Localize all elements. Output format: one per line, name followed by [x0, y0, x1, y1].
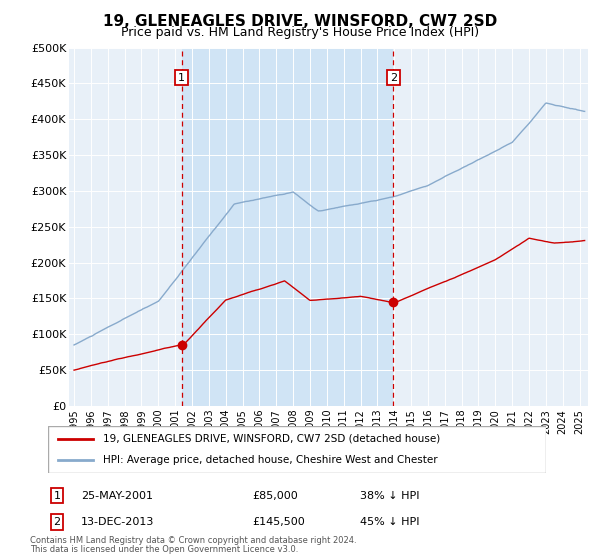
Text: £145,500: £145,500 — [252, 517, 305, 527]
Bar — [182, 48, 394, 406]
Text: 19, GLENEAGLES DRIVE, WINSFORD, CW7 2SD: 19, GLENEAGLES DRIVE, WINSFORD, CW7 2SD — [103, 14, 497, 29]
Text: 2: 2 — [390, 73, 397, 83]
Text: 38% ↓ HPI: 38% ↓ HPI — [360, 491, 419, 501]
Text: This data is licensed under the Open Government Licence v3.0.: This data is licensed under the Open Gov… — [30, 545, 298, 554]
Text: 2: 2 — [53, 517, 61, 527]
Text: 13-DEC-2013: 13-DEC-2013 — [81, 517, 154, 527]
Text: 19, GLENEAGLES DRIVE, WINSFORD, CW7 2SD (detached house): 19, GLENEAGLES DRIVE, WINSFORD, CW7 2SD … — [103, 434, 440, 444]
Text: 25-MAY-2001: 25-MAY-2001 — [81, 491, 153, 501]
Text: £85,000: £85,000 — [252, 491, 298, 501]
Text: Contains HM Land Registry data © Crown copyright and database right 2024.: Contains HM Land Registry data © Crown c… — [30, 536, 356, 545]
Text: 1: 1 — [53, 491, 61, 501]
Text: Price paid vs. HM Land Registry's House Price Index (HPI): Price paid vs. HM Land Registry's House … — [121, 26, 479, 39]
Text: 1: 1 — [178, 73, 185, 83]
Text: HPI: Average price, detached house, Cheshire West and Chester: HPI: Average price, detached house, Ches… — [103, 455, 437, 465]
Text: 45% ↓ HPI: 45% ↓ HPI — [360, 517, 419, 527]
FancyBboxPatch shape — [48, 426, 546, 473]
